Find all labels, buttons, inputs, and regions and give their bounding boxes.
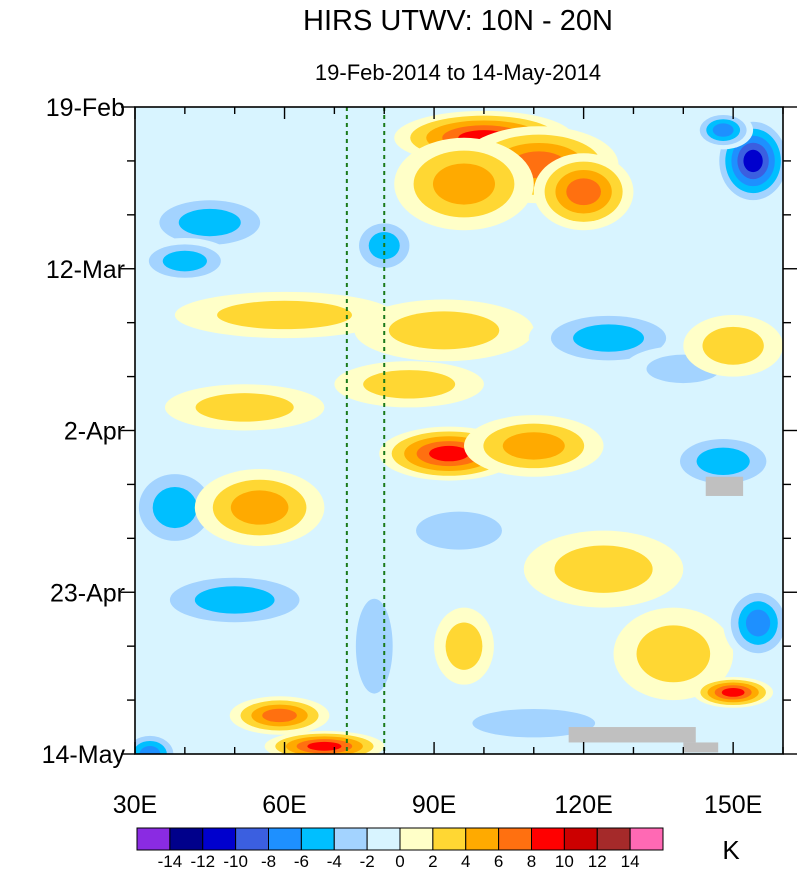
contour-band bbox=[636, 625, 711, 683]
colorbar-swatch bbox=[465, 827, 500, 851]
y-tick-label: 14-May bbox=[42, 741, 126, 769]
missing-data-layer bbox=[568, 476, 744, 753]
colorbar-swatch bbox=[563, 827, 598, 851]
contour-band bbox=[502, 432, 565, 460]
colorbar-label: -14 bbox=[158, 852, 183, 869]
y-tick-label: 2-Apr bbox=[64, 418, 125, 446]
colorbar-swatch bbox=[268, 827, 302, 851]
y-tick-label: 12-Mar bbox=[46, 256, 125, 284]
contour-band bbox=[178, 208, 241, 237]
contour-band bbox=[307, 741, 342, 751]
contour-field bbox=[135, 110, 783, 754]
contour-band bbox=[432, 163, 495, 205]
contour-band bbox=[139, 745, 161, 754]
chart-subtitle: 19-Feb-2014 to 14-May-2014 bbox=[315, 60, 601, 85]
missing-data-region bbox=[568, 727, 696, 743]
y-tick-label: 23-Apr bbox=[50, 579, 125, 607]
colorbar-swatch bbox=[629, 827, 664, 851]
colorbar-label: 14 bbox=[621, 852, 640, 869]
colorbar-label: 2 bbox=[428, 852, 437, 869]
contour-band bbox=[194, 586, 275, 614]
x-tick-label: 60E bbox=[262, 791, 306, 819]
colorbar-label: 8 bbox=[527, 852, 536, 869]
colorbar-swatch bbox=[300, 827, 335, 851]
colorbar-label: 0 bbox=[395, 852, 404, 869]
contour-band bbox=[355, 598, 393, 694]
chart-title: HIRS UTWV: 10N - 20N bbox=[303, 5, 613, 37]
x-tick-label: 30E bbox=[113, 791, 157, 819]
contour-band bbox=[388, 311, 500, 350]
colorbar-swatch bbox=[202, 827, 237, 851]
contour-band bbox=[696, 447, 750, 476]
colorbar-swatch bbox=[136, 827, 171, 851]
colorbar-label: 6 bbox=[494, 852, 503, 869]
colorbar-swatch bbox=[366, 827, 401, 851]
contour-band bbox=[566, 178, 601, 206]
colorbar-swatch bbox=[498, 827, 532, 851]
contour-band bbox=[416, 511, 502, 550]
contour-band bbox=[743, 149, 763, 173]
colorbar-label: -10 bbox=[223, 852, 248, 869]
contour-band bbox=[230, 490, 289, 525]
colorbar-label: -12 bbox=[190, 852, 215, 869]
colorbar-swatch bbox=[333, 827, 368, 851]
reference-lines bbox=[345, 107, 386, 754]
colorbar-label: -2 bbox=[360, 852, 375, 869]
colorbar-label: -8 bbox=[261, 852, 276, 869]
x-axis: 30E 60E 90E 120E 150E bbox=[113, 107, 784, 819]
contour-band bbox=[554, 545, 653, 593]
contour-band bbox=[363, 370, 456, 399]
contour-band bbox=[195, 393, 294, 422]
colorbar-swatch bbox=[169, 827, 204, 851]
colorbar-swatch bbox=[235, 827, 269, 851]
contour-band bbox=[162, 250, 208, 272]
colorbar-swatch bbox=[432, 827, 467, 851]
contour-band bbox=[262, 708, 297, 723]
colorbar-swatch bbox=[399, 827, 434, 851]
y-tick-label: 19-Feb bbox=[46, 94, 125, 122]
contour-band bbox=[472, 708, 596, 738]
colorbar-swatch bbox=[596, 827, 631, 851]
y-axis: 19-Feb 12-Mar 2-Apr 23-Apr 14-May bbox=[42, 94, 797, 769]
colorbar: -14 -12 -10 -8 -6 -4 -2 0 2 4 6 8 10 12 14 bbox=[136, 827, 664, 869]
contour-band bbox=[445, 622, 483, 670]
contour-band bbox=[712, 123, 734, 137]
contour-band bbox=[745, 609, 771, 637]
contour-band bbox=[429, 445, 469, 462]
colorbar-label: 4 bbox=[461, 852, 470, 869]
colorbar-label: -6 bbox=[294, 852, 309, 869]
contour-band bbox=[217, 300, 353, 330]
x-tick-label: 120E bbox=[554, 791, 612, 819]
colorbar-label: 12 bbox=[588, 852, 607, 869]
missing-data-region bbox=[705, 476, 744, 496]
contour-band bbox=[702, 326, 764, 365]
x-tick-label: 150E bbox=[704, 791, 762, 819]
colorbar-label: 10 bbox=[555, 852, 574, 869]
contour-band bbox=[721, 687, 745, 697]
colorbar-unit: K bbox=[722, 835, 740, 865]
contour-band bbox=[152, 486, 198, 529]
contour-band bbox=[573, 324, 644, 352]
x-tick-label: 90E bbox=[412, 791, 456, 819]
colorbar-swatch bbox=[531, 827, 565, 851]
colorbar-label: -4 bbox=[327, 852, 342, 869]
missing-data-region bbox=[683, 742, 719, 753]
